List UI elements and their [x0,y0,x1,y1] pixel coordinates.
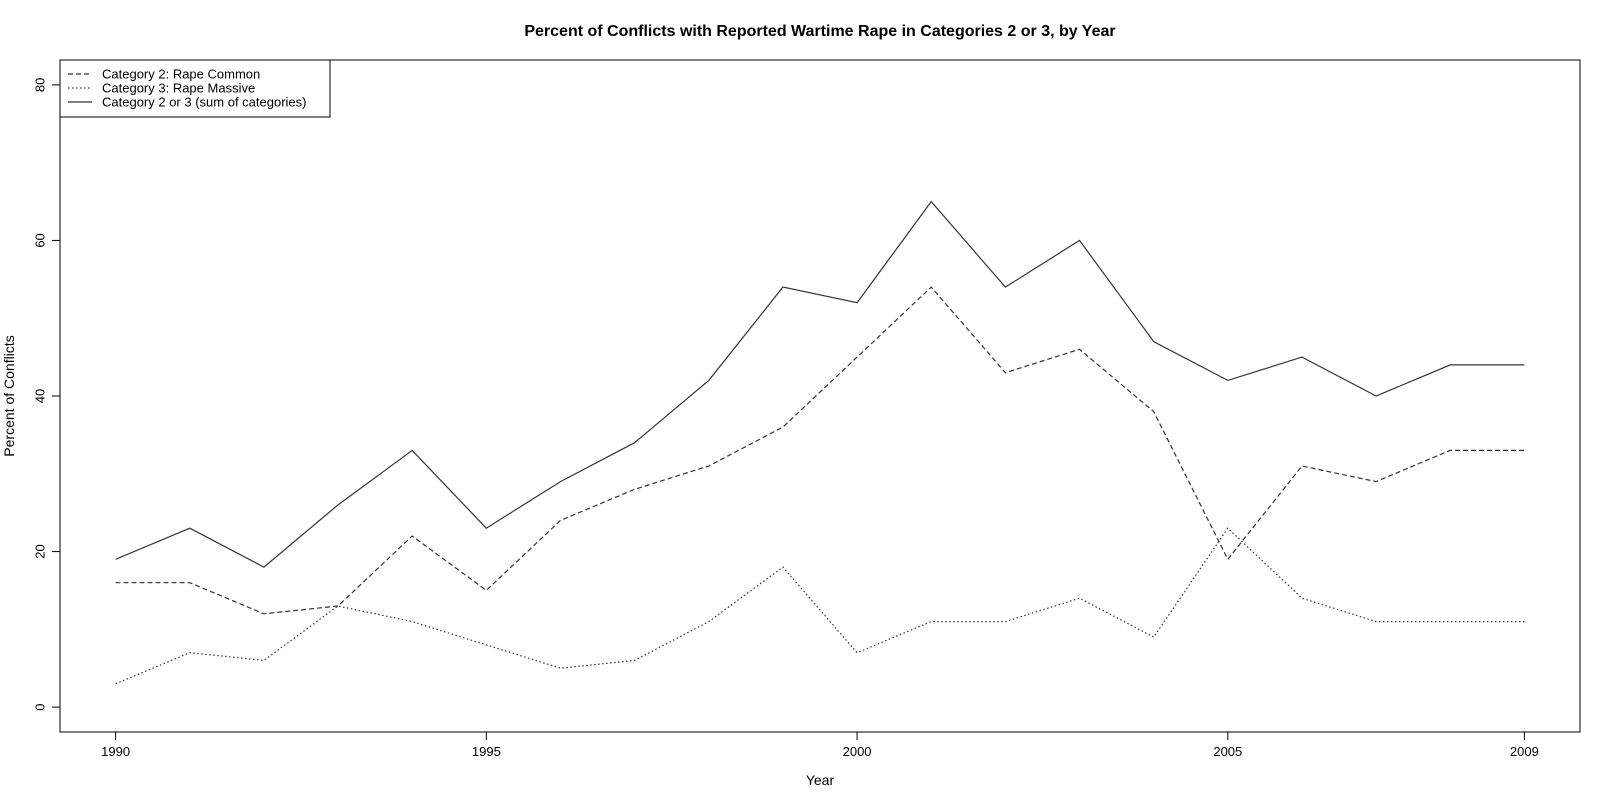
y-axis-label: Percent of Conflicts [1,335,17,456]
series-line-2 [115,527,1525,685]
legend-box [59,59,331,118]
x-tick-label: 2009 [1510,744,1539,759]
y-axis: 0 20 40 60 80 [33,78,61,711]
series-line-1 [115,286,1525,615]
y-tick-label: 40 [33,389,48,403]
legend-label-3: Category 2 or 3 (sum of categories) [102,95,306,110]
y-tick-label: 80 [33,78,48,92]
x-tick-label: 2005 [1213,744,1242,759]
series-line-3 [115,200,1525,568]
x-tick-label: 1995 [472,744,501,759]
chart-title: Percent of Conflicts with Reported Warti… [524,23,1115,40]
legend-label-2: Category 3: Rape Massive [102,81,255,96]
legend-label-1: Category 2: Rape Common [102,67,260,82]
x-axis-label: Year [806,772,835,788]
y-tick-label: 20 [33,544,48,558]
plot-frame [59,59,1581,733]
x-tick-label: 2000 [843,744,872,759]
x-axis: 1990 1995 2000 2005 2009 [101,731,1539,759]
series-layer [115,200,1525,685]
y-tick-label: 0 [33,703,48,710]
y-tick-label: 60 [33,233,48,247]
x-tick-label: 1990 [101,744,130,759]
